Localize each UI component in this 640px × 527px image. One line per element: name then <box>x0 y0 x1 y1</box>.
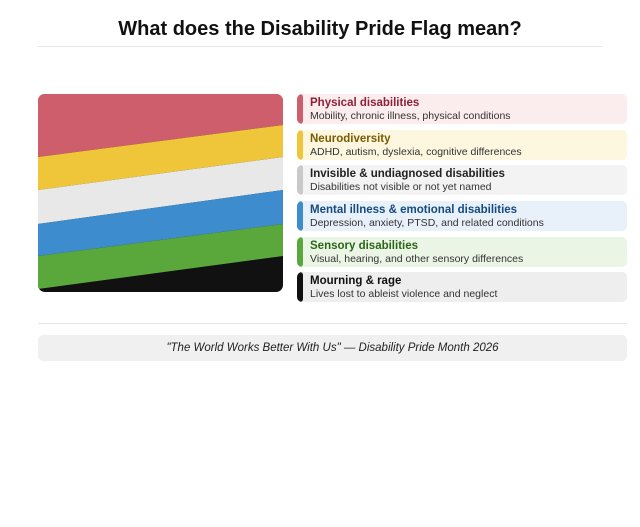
legend-item-description: Visual, hearing, and other sensory diffe… <box>310 252 524 265</box>
legend-color-bar <box>297 165 303 196</box>
flag-stripe-green <box>38 224 283 289</box>
legend-item-label: Sensory disabilities <box>310 239 419 252</box>
legend-color-bar <box>297 236 303 267</box>
flag-stripe-yellow <box>38 125 283 190</box>
flag-stripe-blue <box>38 190 283 256</box>
legend-item-description: Mobility, chronic illness, physical cond… <box>310 110 511 122</box>
legend-item-neurodiversity: Neurodiversity ADHD, autism, dyslexia, c… <box>297 129 627 160</box>
legend-item-label: Neurodiversity <box>310 132 391 145</box>
flag-stripe-red <box>38 94 283 157</box>
legend-item-description: Disabilities not visible or not yet name… <box>310 181 492 194</box>
disability-pride-flag <box>38 94 283 292</box>
legend-item-description: Lives lost to ableist violence and negle… <box>310 288 498 301</box>
legend-item-label: Physical disabilities <box>310 97 420 109</box>
page-title: What does the Disability Pride Flag mean… <box>118 18 522 40</box>
flag-graphic <box>38 94 283 289</box>
legend-item-label: Mental illness & emotional disabilities <box>310 204 518 217</box>
legend-item-description: ADHD, autism, dyslexia, cognitive differ… <box>310 145 522 158</box>
legend-color-bar <box>297 272 303 303</box>
legend-item-mental-illness: Mental illness & emotional disabilities … <box>297 201 627 232</box>
legend-item-label: Mourning & rage <box>310 275 402 288</box>
legend-item-invisible: Invisible & undiagnosed disabilities Dis… <box>297 165 627 196</box>
legend-item-description: Depression, anxiety, PTSD, and related c… <box>310 217 544 230</box>
flag-stripe-white <box>38 157 283 224</box>
legend-item-sensory: Sensory disabilities Visual, hearing, an… <box>297 236 627 267</box>
footer-quote: "The World Works Better With Us" — Disab… <box>38 335 627 361</box>
legend-color-bar <box>297 94 303 124</box>
footer-divider <box>38 323 627 324</box>
legend-item-label: Invisible & undiagnosed disabilities <box>310 168 505 181</box>
title-divider <box>38 46 602 47</box>
legend-color-bar <box>297 129 303 160</box>
legend-color-bar <box>297 201 303 232</box>
legend-item-mourning: Mourning & rage Lives lost to ableist vi… <box>297 272 627 303</box>
legend-item-physical: Physical disabilities Mobility, chronic … <box>297 94 627 124</box>
flag-legend: Physical disabilities Mobility, chronic … <box>297 94 627 308</box>
